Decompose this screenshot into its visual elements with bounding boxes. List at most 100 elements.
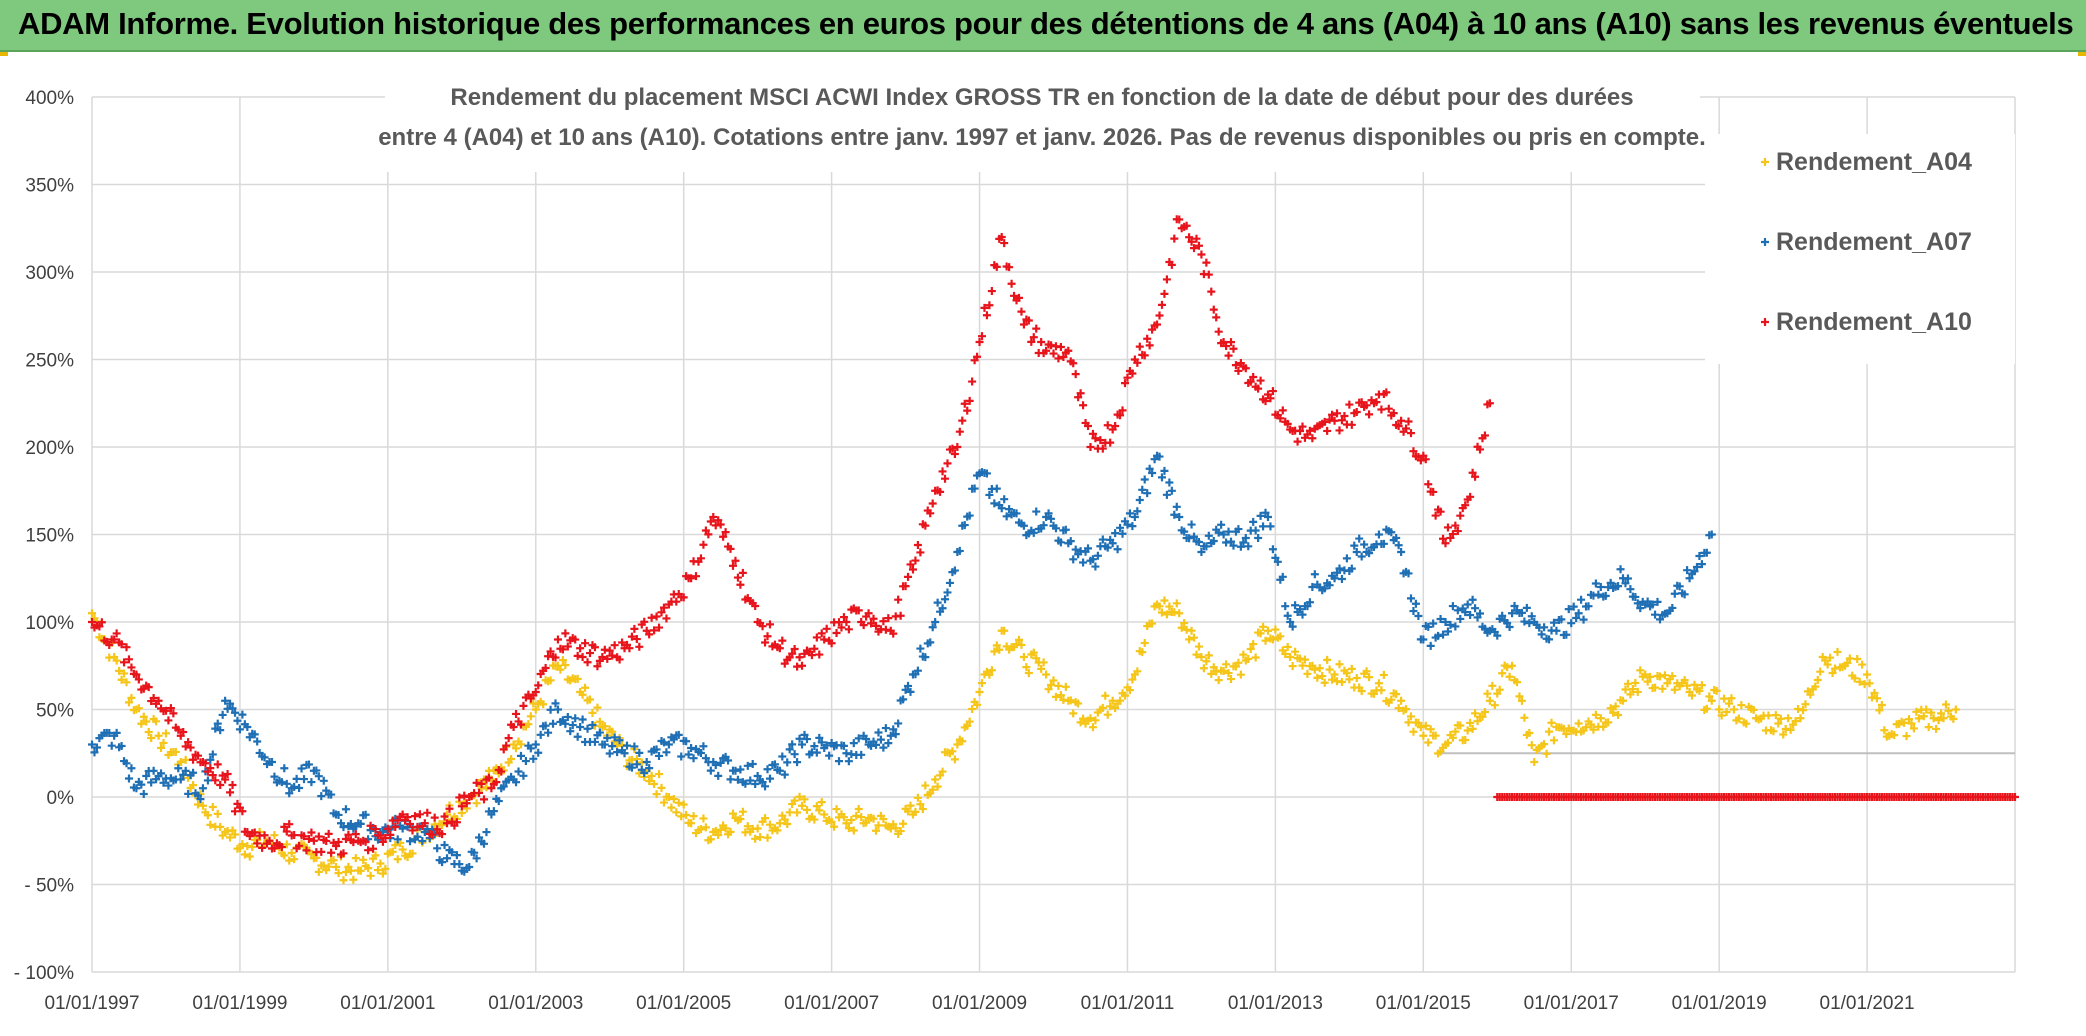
data-point: [1259, 622, 1268, 631]
data-point: [1335, 426, 1344, 435]
data-point: [1268, 387, 1277, 396]
data-point: [652, 612, 661, 621]
data-point: [1564, 605, 1573, 614]
data-point: [1044, 685, 1053, 694]
data-point: [630, 742, 639, 751]
data-point: [640, 617, 649, 626]
y-tick-label: 100%: [25, 613, 74, 634]
data-point: [896, 827, 905, 836]
data-point: [1318, 672, 1327, 681]
data-point: [849, 739, 858, 748]
data-point: [931, 775, 940, 784]
data-point: [1441, 618, 1450, 626]
data-point: [926, 509, 935, 518]
data-point: [1125, 686, 1134, 695]
data-point: [904, 572, 913, 581]
data-point: [1702, 548, 1711, 557]
data-point: [1409, 607, 1418, 616]
data-point: [827, 817, 836, 826]
data-point: [731, 556, 740, 565]
data-point: [1148, 619, 1157, 628]
data-point: [1924, 723, 1933, 732]
data-point: [258, 843, 267, 852]
data-point: [812, 748, 821, 757]
data-point: [1039, 521, 1048, 530]
data-point: [785, 745, 794, 754]
data-point: [576, 644, 585, 653]
data-point: [526, 712, 535, 721]
data-point: [1249, 640, 1258, 649]
data-point: [1382, 388, 1391, 397]
data-point: [1505, 672, 1514, 681]
data-point: [1476, 609, 1485, 618]
data-point: [1574, 609, 1583, 618]
data-point: [687, 574, 696, 583]
data-point: [558, 645, 567, 654]
data-point: [1562, 630, 1571, 639]
data-point: [1084, 544, 1093, 553]
data-point: [1291, 647, 1300, 656]
data-point: [987, 287, 996, 296]
data-point: [1357, 687, 1366, 696]
data-point: [107, 741, 116, 750]
data-point: [1333, 409, 1342, 418]
data-point: [482, 828, 491, 837]
data-point: [1032, 654, 1041, 663]
data-point: [154, 731, 163, 740]
data-point: [161, 706, 170, 715]
data-point: [798, 661, 807, 670]
data-point: [894, 719, 903, 728]
data-point: [800, 795, 809, 804]
data-point: [696, 825, 705, 834]
data-point: [906, 801, 915, 810]
data-point: [581, 683, 590, 692]
legend-marker: [1761, 238, 1769, 246]
data-point: [1424, 738, 1433, 747]
data-point: [1209, 663, 1218, 672]
data-point: [1259, 522, 1268, 531]
data-point: [415, 810, 424, 819]
data-point: [112, 656, 121, 665]
data-point: [88, 740, 96, 749]
data-point: [610, 641, 619, 650]
data-point: [462, 799, 471, 808]
data-point: [884, 614, 893, 623]
data-point: [785, 808, 794, 817]
data-point: [1185, 635, 1194, 644]
data-point: [1934, 716, 1943, 725]
data-point: [1448, 602, 1457, 611]
data-point: [822, 624, 831, 633]
x-tick-label: 01/01/2009: [932, 993, 1027, 1014]
data-point: [928, 623, 937, 632]
data-point: [181, 755, 190, 764]
data-point: [223, 770, 232, 779]
x-tick-label: 01/01/2021: [1820, 993, 1915, 1014]
data-point: [674, 798, 683, 807]
data-point: [1328, 675, 1337, 684]
data-point: [664, 740, 673, 749]
data-point: [1337, 575, 1346, 584]
data-point: [1335, 660, 1344, 669]
data-point: [1133, 358, 1142, 367]
data-point: [452, 851, 461, 860]
data-point: [1347, 420, 1356, 429]
data-point: [1300, 655, 1309, 664]
data-point: [765, 820, 774, 829]
data-point: [1549, 736, 1558, 745]
data-point: [770, 760, 779, 769]
data-point: [327, 790, 336, 799]
data-point: [1227, 675, 1236, 684]
data-point: [484, 773, 493, 782]
series-rendement_a10_zero: [1493, 793, 2019, 801]
data-point: [349, 838, 358, 847]
data-point: [1508, 609, 1517, 618]
data-point: [1850, 674, 1859, 683]
data-point: [1436, 615, 1445, 624]
data-point: [1695, 686, 1704, 695]
data-point: [477, 780, 486, 789]
data-point: [208, 771, 217, 780]
data-point: [1056, 691, 1065, 700]
data-point: [295, 783, 304, 792]
data-point: [1263, 626, 1272, 635]
legend-marker: [1761, 318, 1769, 326]
